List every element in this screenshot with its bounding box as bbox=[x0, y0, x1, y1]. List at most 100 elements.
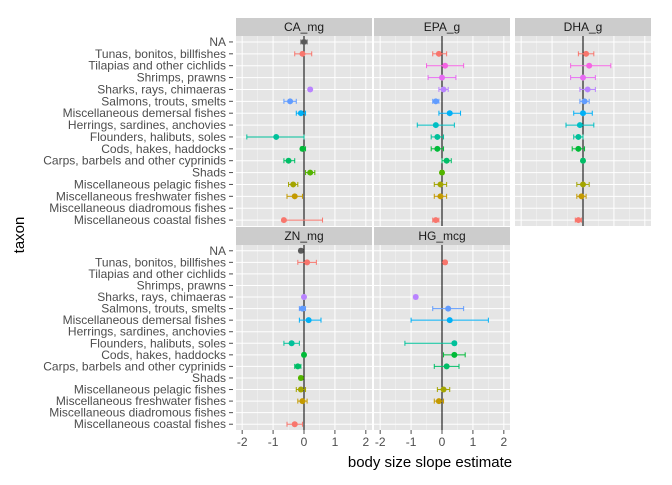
data-point bbox=[451, 340, 458, 347]
data-point bbox=[434, 133, 441, 140]
data-point-group bbox=[427, 74, 457, 81]
data-point bbox=[299, 50, 306, 57]
y-tick-label: Herrings, sardines, anchovies bbox=[68, 118, 226, 132]
data-point bbox=[443, 363, 450, 370]
x-axis-title: body size slope estimate bbox=[348, 454, 512, 471]
data-point bbox=[580, 74, 586, 81]
data-point-group bbox=[283, 340, 300, 347]
data-point-group bbox=[433, 193, 448, 200]
data-point-group bbox=[432, 305, 465, 312]
data-point-group bbox=[443, 351, 466, 358]
data-point bbox=[285, 157, 292, 164]
data-point-group bbox=[300, 38, 308, 45]
data-point bbox=[446, 110, 453, 117]
data-point bbox=[301, 38, 307, 45]
data-point-group bbox=[433, 398, 445, 405]
data-point-group bbox=[299, 145, 307, 152]
data-point bbox=[290, 181, 297, 188]
data-point-group bbox=[579, 86, 596, 93]
data-point bbox=[299, 398, 306, 405]
x-tick-label: 0 bbox=[439, 435, 446, 449]
data-point bbox=[586, 62, 593, 69]
y-tick-label: Shrimps, prawns bbox=[137, 278, 226, 292]
data-point-group bbox=[295, 386, 307, 393]
data-point bbox=[294, 363, 301, 370]
facet-strip bbox=[236, 227, 372, 245]
data-point-group bbox=[579, 98, 590, 105]
facet-epa-g: EPA_g bbox=[374, 18, 510, 226]
data-point-group bbox=[286, 421, 303, 428]
data-point bbox=[288, 340, 295, 347]
y-tick-label: Tunas, bonitos, billfishes bbox=[95, 255, 226, 269]
x-tick-label: -2 bbox=[237, 435, 248, 449]
data-point-group bbox=[283, 157, 296, 164]
y-tick-label: Miscellaneous freshwater fishes bbox=[56, 394, 226, 408]
data-point bbox=[584, 86, 591, 93]
data-point-group bbox=[565, 122, 595, 129]
data-point-group bbox=[442, 259, 449, 266]
x-tick-label: -1 bbox=[406, 435, 417, 449]
facet-strip bbox=[374, 18, 510, 36]
data-point bbox=[297, 110, 304, 117]
data-point bbox=[446, 317, 453, 324]
data-point bbox=[575, 133, 582, 140]
facet-strip-label: HG_mcg bbox=[418, 229, 465, 243]
data-point bbox=[301, 294, 307, 301]
data-point-group bbox=[571, 145, 586, 152]
y-tick-label: Cods, hakes, haddocks bbox=[101, 142, 226, 156]
x-tick-label: -2 bbox=[375, 435, 386, 449]
facet-hg-mcg: HG_mcg bbox=[374, 227, 510, 430]
x-axis-2: -2 -1 0 1 2 bbox=[375, 430, 507, 449]
data-point-group bbox=[280, 217, 324, 224]
data-point bbox=[273, 133, 280, 140]
data-point bbox=[442, 62, 449, 69]
facet-strip-label: ZN_mg bbox=[284, 229, 323, 243]
data-point bbox=[437, 193, 444, 200]
data-point-group bbox=[576, 193, 587, 200]
y-tick-label: Flounders, halibuts, soles bbox=[90, 130, 226, 144]
y-tick-label: Miscellaneous diadromous fishes bbox=[49, 406, 226, 420]
data-point-group bbox=[297, 259, 317, 266]
data-point-group bbox=[430, 145, 445, 152]
data-point bbox=[440, 386, 447, 393]
data-point-group bbox=[404, 340, 458, 347]
data-point-group bbox=[433, 181, 448, 188]
data-point-group bbox=[410, 317, 489, 324]
y-tick-label: Flounders, halibuts, soles bbox=[90, 336, 226, 350]
y-tick-label: Salmons, trouts, smelts bbox=[101, 302, 226, 316]
data-point bbox=[443, 157, 450, 164]
data-point-group bbox=[297, 374, 304, 381]
data-point-group bbox=[297, 398, 308, 405]
data-point-group bbox=[297, 247, 304, 254]
data-point-group bbox=[570, 74, 596, 81]
data-point bbox=[437, 181, 444, 188]
facet-panels: CA_mg EPA_g DHA_g ZN_mg HG_mcg bbox=[236, 18, 651, 430]
y-tick-label: NA bbox=[209, 35, 226, 49]
data-point-group bbox=[438, 110, 462, 117]
data-point bbox=[439, 74, 445, 81]
data-point-group bbox=[432, 98, 440, 105]
data-point bbox=[280, 217, 287, 224]
facet-dha-g: DHA_g bbox=[515, 18, 651, 226]
data-point-group bbox=[294, 50, 313, 57]
y-tick-label: Miscellaneous freshwater fishes bbox=[56, 189, 226, 203]
data-point-group bbox=[286, 193, 303, 200]
data-point-group bbox=[432, 50, 448, 57]
facet-strip-label: EPA_g bbox=[424, 20, 460, 34]
data-point-group bbox=[576, 181, 590, 188]
data-point-group bbox=[432, 217, 440, 224]
data-point bbox=[434, 145, 441, 152]
data-point bbox=[307, 169, 314, 176]
facet-zn-mg: ZN_mg bbox=[236, 227, 372, 430]
x-axes: -2 -1 0 1 2 -2 -1 0 1 2 bbox=[237, 430, 507, 449]
data-point bbox=[580, 181, 586, 188]
data-point bbox=[451, 351, 458, 358]
data-point-group bbox=[246, 133, 305, 140]
y-tick-label: Miscellaneous coastal fishes bbox=[74, 213, 226, 227]
data-point bbox=[578, 193, 585, 200]
y-tick-label: NA bbox=[209, 244, 226, 258]
data-point bbox=[432, 98, 439, 105]
data-point-group bbox=[573, 110, 593, 117]
